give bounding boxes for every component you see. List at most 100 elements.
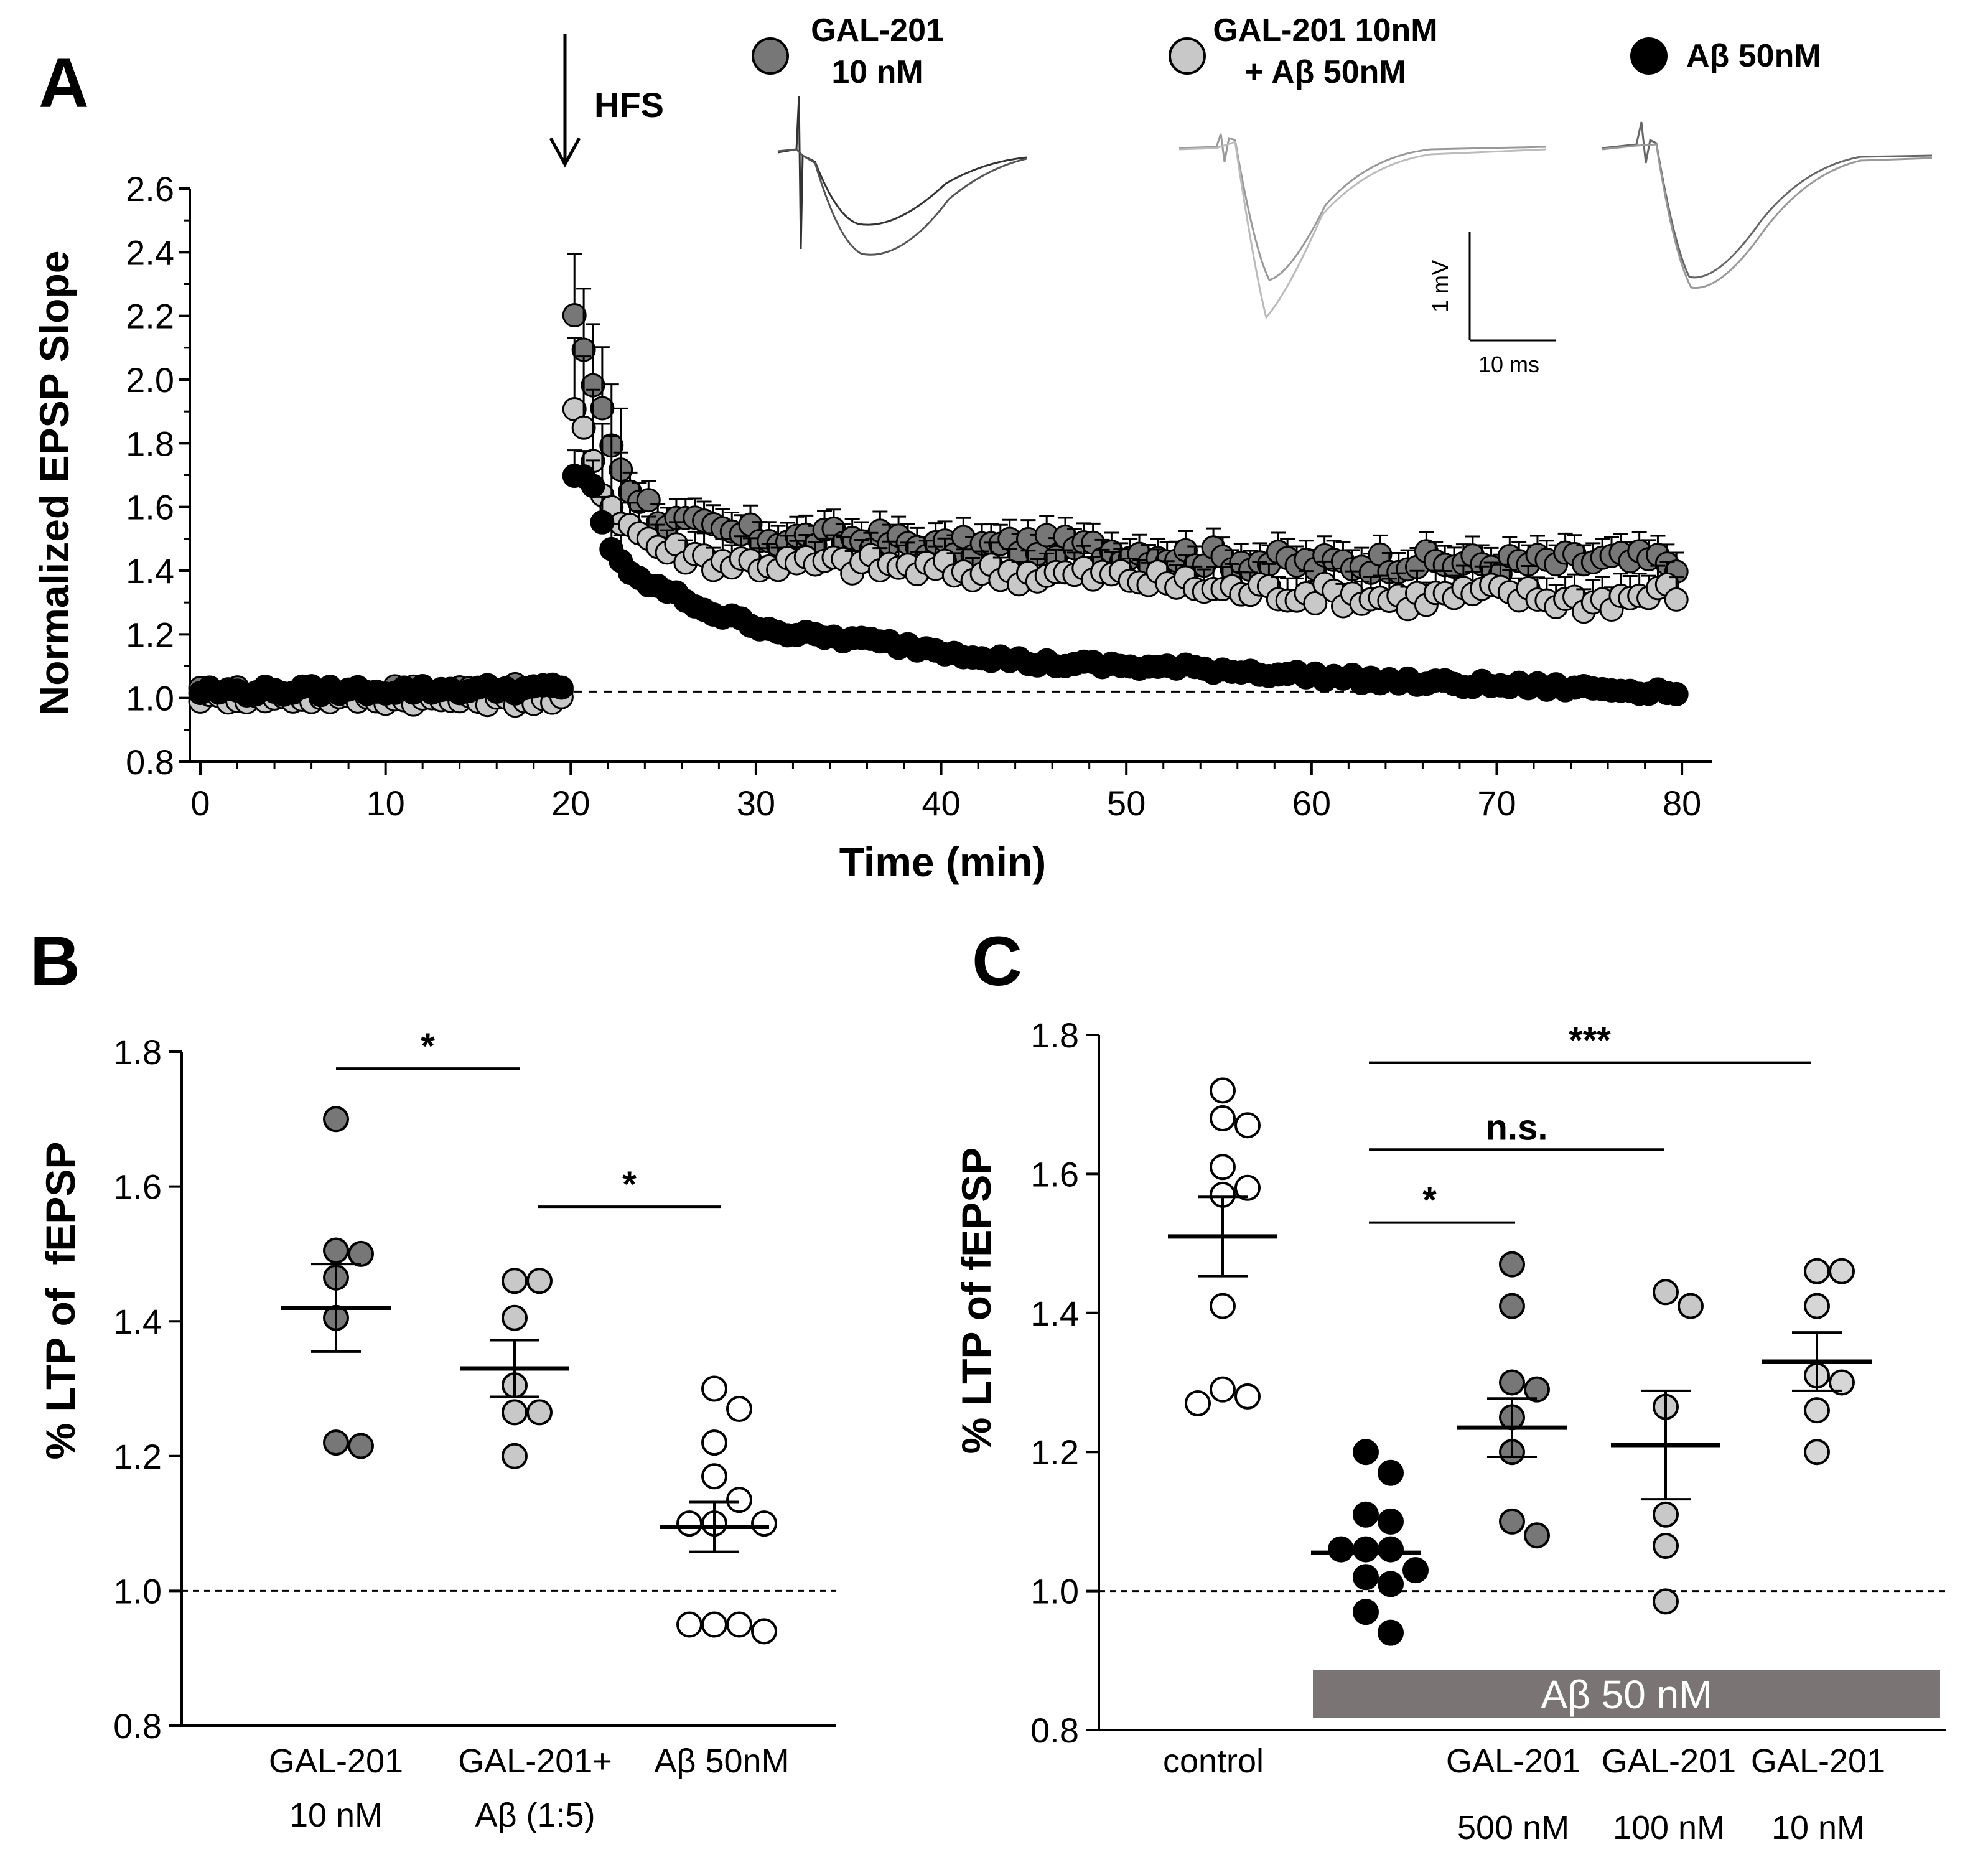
data-point — [1678, 1293, 1704, 1319]
data-point — [701, 1429, 727, 1456]
data-point — [323, 1237, 349, 1264]
scale-bar-voltage-label: 1 mV — [1427, 260, 1453, 312]
data-point — [1664, 681, 1689, 706]
hfs-arrow: HFS — [549, 34, 664, 168]
panel-b-letter: B — [30, 922, 80, 1000]
x-tick-label: 70 — [1477, 783, 1516, 823]
y-tick-label: 1.2 — [126, 615, 174, 654]
y-tick-label: 1.8 — [126, 424, 174, 463]
data-point — [1210, 1293, 1236, 1319]
data-point — [1353, 1439, 1379, 1466]
panel-c: C 0.8 1.0 1.2 1.4 1.6 1.8 Aβ 50 nM control GAL… — [953, 922, 1946, 1846]
data-point — [549, 675, 574, 700]
panel-c-letter: C — [972, 922, 1022, 1000]
group-label-line1: GAL-201 — [1446, 1742, 1580, 1780]
data-point — [1210, 1154, 1236, 1181]
significance-label: * — [1422, 1181, 1437, 1221]
group-label-line2: 500 nM — [1457, 1809, 1569, 1846]
data-point — [1499, 1251, 1525, 1278]
data-point — [1804, 1258, 1830, 1284]
epsp-traces — [777, 96, 1933, 320]
panel-a-xlabel: Time (min) — [839, 839, 1046, 885]
y-tick-label: 0.8 — [126, 742, 174, 782]
y-tick-label: 1.6 — [126, 488, 174, 527]
data-point — [676, 1611, 702, 1638]
group-4: GAL-201 10 nM — [1751, 1258, 1885, 1846]
data-point — [701, 1463, 727, 1490]
data-point — [590, 396, 615, 421]
panel-a-letter: A — [39, 44, 89, 122]
data-point — [1804, 1397, 1830, 1424]
data-point — [1353, 1536, 1379, 1563]
group-label-line1: GAL-201+ — [458, 1742, 612, 1780]
y-tick-label: 1.0 — [1030, 1572, 1079, 1611]
y-tick-label: 1.4 — [126, 551, 174, 591]
group-label-line1: control — [1163, 1742, 1264, 1780]
data-point — [1210, 1105, 1236, 1132]
trace-gal-201-ltp — [777, 148, 1027, 256]
data-point — [1499, 1508, 1525, 1535]
trace-gal-201-ab-ltp — [1178, 141, 1547, 320]
x-tick-label: 30 — [737, 783, 775, 823]
data-point — [571, 415, 596, 440]
data-point — [1303, 591, 1328, 615]
data-point — [502, 1268, 528, 1294]
x-tick-label: 20 — [551, 783, 590, 823]
trace-gal-201 — [777, 96, 1027, 256]
data-point — [726, 1487, 752, 1513]
significance-label: n.s. — [1486, 1107, 1548, 1148]
legend-label-ab: Aβ 50nM — [1686, 38, 1821, 74]
y-tick-label: 1.8 — [1030, 1016, 1079, 1055]
x-tick-label: 50 — [1107, 783, 1146, 823]
group-0: control — [1163, 1077, 1277, 1780]
data-point — [751, 1618, 777, 1645]
data-point — [581, 474, 605, 498]
panel-b-axes: 0.8 1.0 1.2 1.4 1.6 1.8 — [113, 1032, 836, 1746]
x-tick-label: 10 — [366, 783, 404, 823]
panel-b-groups: GAL-201 10 nM GAL-201+ Aβ (1:5) Aβ 50nM — [269, 1106, 790, 1834]
group-3: GAL-201 100 nM — [1602, 1279, 1736, 1846]
trace-gal-201-baseline — [777, 96, 1027, 250]
data-point — [1328, 1536, 1354, 1563]
hfs-label: HFS — [594, 85, 664, 124]
x-tick-label: 40 — [922, 783, 960, 823]
data-point — [1234, 1383, 1261, 1410]
group-1: GAL-201+ Aβ (1:5) — [458, 1268, 612, 1834]
data-point — [1804, 1439, 1830, 1466]
data-point — [1829, 1369, 1855, 1396]
y-tick-label: 0.8 — [113, 1706, 162, 1746]
data-point — [1653, 1279, 1679, 1306]
panel-a-legend: GAL-201 10 nM GAL-201 10nM + Aβ 50nM Aβ … — [752, 12, 1821, 90]
y-tick-label: 1.2 — [113, 1437, 162, 1476]
data-point — [1353, 1599, 1379, 1625]
hfs-arrow-head — [549, 137, 581, 168]
panel-b-significance: ** — [336, 1026, 721, 1209]
data-point — [323, 1106, 349, 1133]
data-point — [636, 488, 661, 513]
legend-label-gal-201-ab-line1: GAL-201 10nM — [1213, 12, 1437, 49]
data-point — [1234, 1112, 1261, 1139]
x-tick-label: 60 — [1292, 783, 1331, 823]
y-tick-label: 1.8 — [113, 1032, 162, 1072]
data-point — [1499, 1293, 1525, 1319]
panel-a-series — [188, 253, 1689, 718]
series-gal-201-ab — [188, 337, 1689, 718]
y-tick-label: 1.4 — [1030, 1294, 1079, 1333]
y-tick-label: 1.0 — [126, 679, 174, 718]
panel-a-ylabel: Normalized EPSP Slope — [31, 250, 77, 715]
data-point — [701, 1611, 727, 1638]
panel-c-axes: 0.8 1.0 1.2 1.4 1.6 1.8 — [1030, 1016, 1946, 1750]
trace-gal-201-ab-baseline — [1178, 133, 1547, 281]
data-point — [1804, 1293, 1830, 1319]
panel-a: A 0.8 1.0 1.2 1.4 1.6 1.8 2.0 2.2 2.4 2.6 0 10 20 30 4… — [31, 12, 1933, 885]
legend-label-gal-201-ab-line2: + Aβ 50nM — [1244, 54, 1406, 90]
y-tick-label: 2.4 — [126, 233, 174, 272]
group-2: Aβ 50nM — [654, 1375, 790, 1780]
data-point — [1653, 1532, 1679, 1559]
trace-ab-ltp — [1602, 143, 1933, 289]
data-point — [1829, 1258, 1855, 1284]
group-label-line2: 10 nM — [289, 1797, 383, 1834]
data-point — [348, 1433, 374, 1459]
group-label-line2: 10 nM — [1771, 1809, 1865, 1846]
